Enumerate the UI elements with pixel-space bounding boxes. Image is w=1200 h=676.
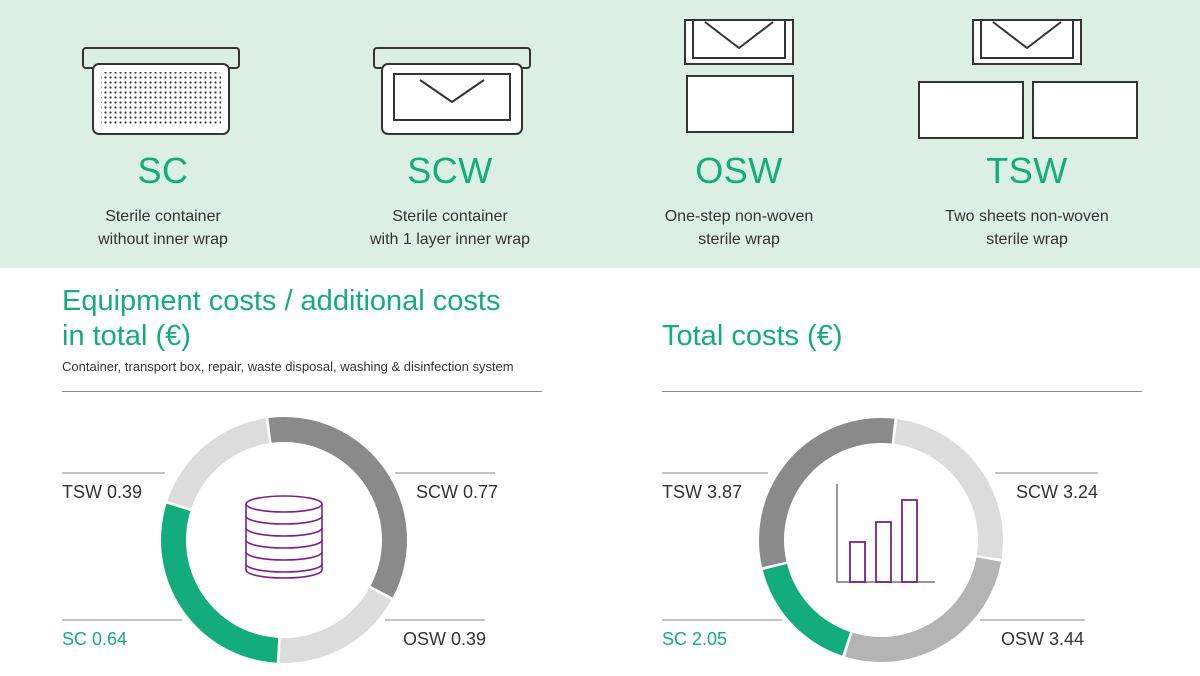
total-costs-title: Total costs (€) [662, 320, 843, 352]
label-tsw: TSW 3.87 [662, 482, 742, 502]
sterile-container-icon [82, 47, 240, 135]
method-code: SCW [407, 150, 493, 191]
total-costs-donut-chart: SCW 3.24 OSW 3.44 SC 2.05 TSW 3.87 [662, 418, 1098, 662]
one-step-wrap-icon [684, 19, 794, 133]
equipment-costs-donut-chart: SCW 0.77 OSW 0.39 SC 0.64 TSW 0.39 [62, 417, 498, 663]
divider [662, 391, 1142, 392]
equipment-costs-subtitle: Container, transport box, repair, waste … [62, 359, 514, 374]
equipment-costs-title: Equipment costs / additional costs in to… [62, 285, 501, 352]
label-scw: SCW 3.24 [1016, 482, 1098, 502]
method-code: OSW [695, 150, 783, 191]
method-description: Two sheets non-woven sterile wrap [945, 208, 1109, 248]
coin-stack-icon [245, 495, 323, 579]
label-scw: SCW 0.77 [416, 482, 498, 502]
donut-segment-sc [762, 563, 851, 656]
label-osw: OSW 0.39 [403, 629, 486, 649]
method-sc: SC Sterile container without inner wrap [13, 0, 313, 268]
donut-segment-osw [844, 557, 1002, 662]
method-scw: SCW Sterile container with 1 layer inner… [300, 0, 600, 268]
method-code: TSW [986, 150, 1068, 191]
container-with-wrap-icon [373, 47, 531, 135]
label-tsw: TSW 0.39 [62, 482, 142, 502]
divider [62, 391, 542, 392]
label-sc: SC 0.64 [62, 629, 127, 649]
method-description: Sterile container without inner wrap [98, 208, 228, 248]
label-osw: OSW 3.44 [1001, 629, 1084, 649]
donut-segment-tsw [759, 418, 895, 568]
method-description: One-step non-woven sterile wrap [664, 208, 814, 248]
bar-chart-icon [836, 484, 935, 583]
two-sheets-wrap-icon [918, 19, 1138, 139]
donut-segment-osw [279, 587, 392, 663]
donut-segment-scw [268, 417, 407, 598]
method-code: SC [137, 150, 189, 191]
method-tsw: TSW Two sheets non-woven sterile wrap [877, 0, 1177, 268]
method-osw: OSW One-step non-woven sterile wrap [589, 0, 889, 268]
label-sc: SC 2.05 [662, 629, 727, 649]
donut-segment-tsw [167, 418, 270, 509]
donut-segment-sc [161, 503, 279, 663]
donut-segment-scw [893, 419, 1003, 559]
method-description: Sterile container with 1 layer inner wra… [369, 208, 531, 248]
